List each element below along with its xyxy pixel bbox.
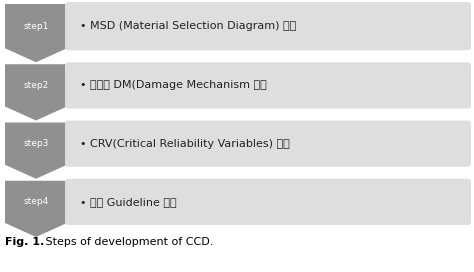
- Text: • MSD (Material Selection Diagram) 작성: • MSD (Material Selection Diagram) 작성: [80, 21, 296, 31]
- FancyBboxPatch shape: [65, 179, 471, 225]
- FancyBboxPatch shape: [65, 2, 471, 50]
- Polygon shape: [5, 181, 67, 237]
- Text: Fig. 1.: Fig. 1.: [5, 237, 44, 247]
- Text: • 운전 Guideline 제시: • 운전 Guideline 제시: [80, 197, 177, 207]
- Polygon shape: [5, 122, 67, 179]
- Polygon shape: [5, 4, 67, 62]
- Text: step3: step3: [23, 139, 49, 148]
- Text: step1: step1: [23, 22, 49, 31]
- FancyBboxPatch shape: [65, 120, 471, 167]
- Text: Steps of development of CCD.: Steps of development of CCD.: [42, 237, 213, 247]
- Text: • CRV(Critical Reliability Variables) 선정: • CRV(Critical Reliability Variables) 선정: [80, 139, 290, 149]
- Text: step2: step2: [23, 81, 49, 90]
- Text: • 장치별 DM(Damage Mechanism 선정: • 장치별 DM(Damage Mechanism 선정: [80, 80, 267, 90]
- Text: step4: step4: [23, 197, 49, 206]
- FancyBboxPatch shape: [65, 62, 471, 109]
- Polygon shape: [5, 64, 67, 120]
